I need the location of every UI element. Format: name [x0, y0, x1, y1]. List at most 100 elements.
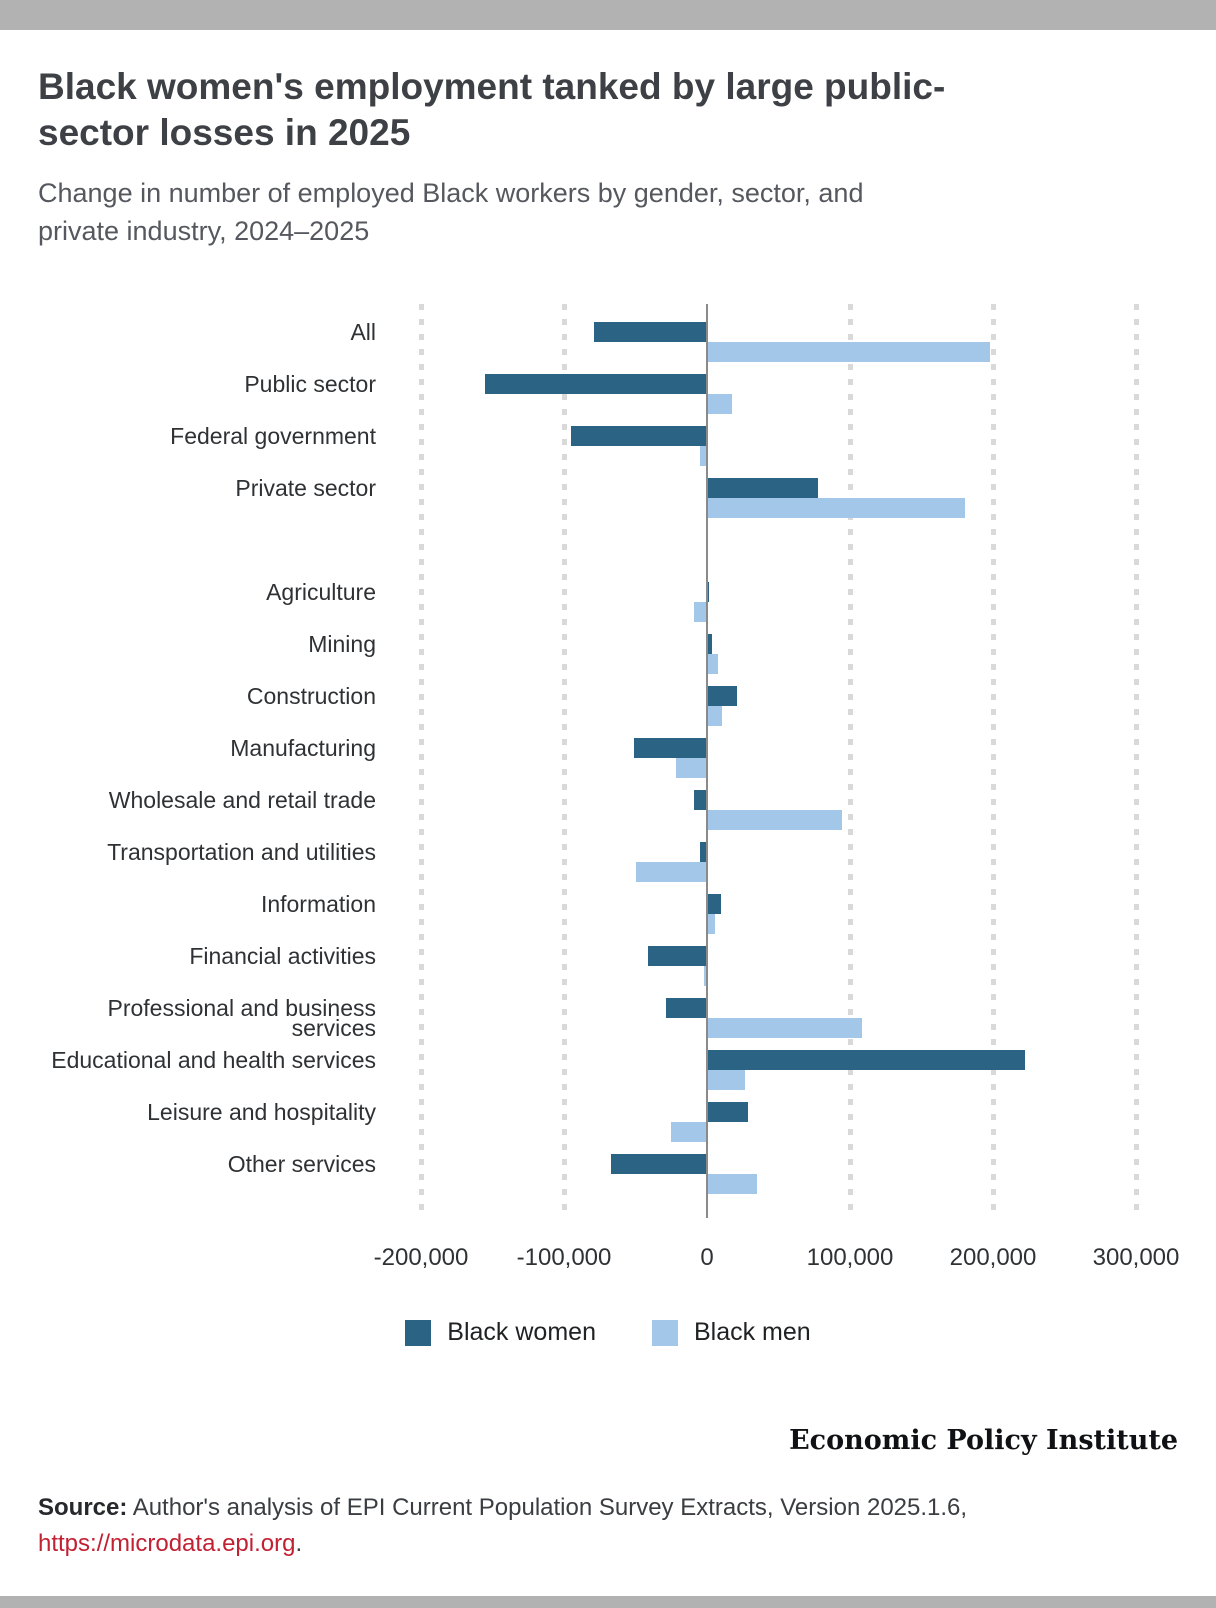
row-plot — [390, 634, 1216, 674]
x-axis-tick-label: 300,000 — [1092, 1244, 1180, 1271]
bar-black-men — [708, 810, 843, 830]
row-plot — [390, 790, 1216, 830]
bar-black-men — [708, 342, 990, 362]
row-plot — [390, 946, 1216, 986]
bar-black-men — [694, 602, 707, 622]
source-label: Source: — [38, 1494, 128, 1521]
bar-black-women — [708, 686, 737, 706]
x-axis-tick-label: 200,000 — [949, 1244, 1037, 1271]
row-plot — [390, 426, 1216, 466]
x-axis-tick-label: -200,000 — [373, 1244, 469, 1271]
category-label: Mining — [308, 631, 376, 657]
category-label: Professional and business services — [107, 995, 377, 1041]
chart-row: Wholesale and retail trade — [0, 787, 1216, 830]
legend-label-black-men: Black men — [693, 1318, 811, 1346]
chart-row: Financial activities — [0, 943, 1216, 986]
row-plot — [390, 894, 1216, 934]
row-plot — [390, 478, 1216, 518]
row-plot — [390, 998, 1216, 1038]
category-label: Financial activities — [189, 943, 376, 969]
bar-black-women — [571, 426, 707, 446]
zero-axis-line — [706, 304, 708, 1218]
category-label: Other services — [227, 1151, 376, 1177]
bar-black-men — [708, 394, 733, 414]
category-label: Information — [260, 891, 376, 917]
bar-black-men — [704, 966, 707, 986]
bar-black-men — [708, 1018, 863, 1038]
category-label: Construction — [246, 683, 376, 709]
bar-black-women — [634, 738, 707, 758]
bar-black-women — [694, 790, 707, 810]
bar-black-men — [708, 706, 723, 726]
chart-row: Public sector — [0, 371, 1216, 414]
gridline — [848, 304, 853, 1218]
legend: Black women Black men — [0, 1318, 1216, 1347]
chart-rows: All Public sector Federal government Privat… — [0, 319, 1216, 1194]
page-title-line-2: sector losses in 2025 — [38, 112, 411, 153]
chart-row: Agriculture — [0, 581, 1216, 622]
gridlines — [390, 304, 1216, 1218]
page-subtitle-line-2: private industry, 2024–2025 — [38, 216, 370, 246]
chart-row: Other services — [0, 1151, 1216, 1194]
category-label: All — [350, 319, 376, 345]
row-plot — [390, 1102, 1216, 1142]
bar-black-women — [708, 478, 819, 498]
chart-row: Leisure and hospitality — [0, 1099, 1216, 1142]
bar-black-men — [671, 1122, 707, 1142]
chart-row: Private sector — [0, 475, 1216, 518]
category-label: Educational and health services — [51, 1047, 376, 1073]
bar-black-women — [611, 1154, 707, 1174]
x-axis-tick-label: 100,000 — [806, 1244, 894, 1271]
row-plot — [390, 738, 1216, 778]
bar-black-women — [708, 634, 713, 654]
page-subtitle: Change in number of employed Black worke… — [38, 174, 1178, 250]
source-link[interactable]: https://microdata.epi.org — [38, 1530, 296, 1557]
x-axis-tick-label: -100,000 — [516, 1244, 612, 1271]
chart-row: Educational and health services — [0, 1047, 1216, 1090]
x-axis: -200,000 -100,000 0 100,000 200,000 300,000 — [0, 1244, 1216, 1274]
top-border-bar — [0, 0, 1216, 30]
category-label: Leisure and hospitality — [147, 1099, 376, 1125]
legend-item-black-women: Black women — [405, 1318, 596, 1347]
chart-row: Professional and business services — [0, 995, 1216, 1041]
source-suffix: . — [295, 1530, 303, 1557]
chart-row: Transportation and utilities — [0, 839, 1216, 882]
category-label: Public sector — [244, 371, 376, 397]
bar-black-women — [648, 946, 707, 966]
chart-row: Information — [0, 891, 1216, 934]
bar-black-women — [708, 1050, 1026, 1070]
row-plot — [390, 582, 1216, 622]
bar-black-women — [699, 842, 707, 862]
bar-black-men — [708, 1174, 757, 1194]
row-plot — [390, 374, 1216, 414]
legend-item-black-men: Black men — [651, 1318, 811, 1347]
gridline — [991, 304, 996, 1218]
bar-black-men — [699, 446, 707, 466]
category-label: Manufacturing — [230, 735, 376, 761]
bar-black-women — [665, 998, 707, 1018]
bar-chart: All Public sector Federal government Privat… — [0, 304, 1216, 1218]
bar-black-women — [708, 1102, 749, 1122]
legend-swatch-black-men — [651, 1319, 678, 1346]
bottom-border-bar — [0, 1596, 1216, 1608]
page-title: Black women's employment tanked by large… — [38, 64, 1178, 156]
page-subtitle-line-1: Change in number of employed Black worke… — [38, 178, 864, 208]
epi-logo: Economic Policy Institute — [789, 1425, 1178, 1456]
row-plot — [390, 322, 1216, 362]
bar-black-men — [708, 654, 718, 674]
chart-row: Federal government — [0, 425, 1216, 466]
chart-row: Mining — [0, 631, 1216, 674]
bar-black-men — [708, 1070, 746, 1090]
bar-black-men — [675, 758, 707, 778]
category-label: Private sector — [235, 475, 376, 501]
legend-swatch-black-women — [405, 1319, 432, 1346]
bar-black-men — [708, 914, 716, 934]
category-label: Transportation and utilities — [107, 839, 376, 865]
gridline — [419, 304, 424, 1218]
chart-row: Construction — [0, 683, 1216, 726]
row-plot — [390, 1050, 1216, 1090]
bar-black-men — [708, 498, 966, 518]
category-label: Wholesale and retail trade — [108, 787, 376, 813]
bar-black-women — [594, 322, 707, 342]
chart-row: Manufacturing — [0, 735, 1216, 778]
